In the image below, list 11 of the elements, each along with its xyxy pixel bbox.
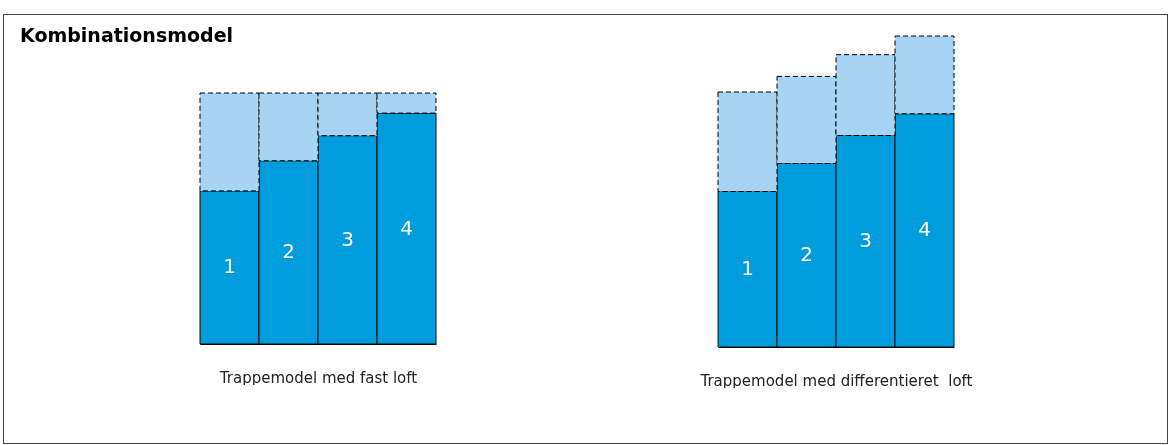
x-tick-label: 2 — [282, 239, 295, 264]
x-tick-label: 1 — [741, 256, 754, 281]
x-tick-label: 4 — [400, 215, 413, 240]
x-axis-title: Trappemodel med differentieret loft — [699, 371, 973, 390]
x-axis-title: Trappemodel med fast loft — [218, 368, 418, 387]
chart-title: Kombinationsmodel — [20, 24, 234, 46]
x-tick-label: 3 — [341, 226, 354, 251]
x-tick-label: 2 — [800, 242, 813, 267]
x-tick-label: 1 — [223, 254, 236, 279]
x-tick-label: 4 — [918, 217, 931, 242]
x-tick-label: 3 — [859, 228, 872, 253]
